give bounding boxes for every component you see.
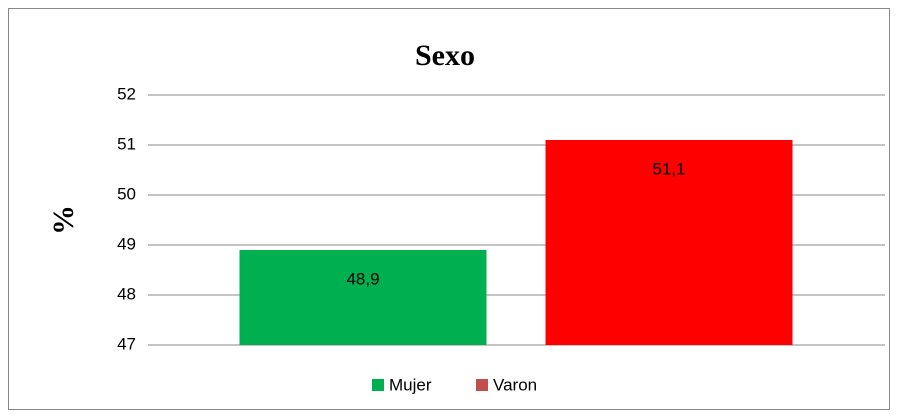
legend-swatch bbox=[372, 379, 384, 391]
y-axis-label: % bbox=[47, 205, 80, 235]
value-label: 51,1 bbox=[652, 159, 685, 178]
y-tick-label: 52 bbox=[117, 84, 136, 103]
legend-label: Mujer bbox=[389, 375, 432, 394]
y-tick-label: 47 bbox=[117, 334, 136, 353]
bar bbox=[239, 250, 487, 345]
y-tick-label: 49 bbox=[117, 234, 136, 253]
y-tick-label: 50 bbox=[117, 184, 136, 203]
y-tick-label: 51 bbox=[117, 134, 136, 153]
legend-label: Varon bbox=[493, 375, 537, 394]
legend-swatch bbox=[476, 379, 488, 391]
value-label: 48,9 bbox=[346, 269, 379, 288]
chart-title: Sexo bbox=[415, 39, 475, 72]
bar bbox=[545, 140, 793, 345]
y-tick-label: 48 bbox=[117, 284, 136, 303]
